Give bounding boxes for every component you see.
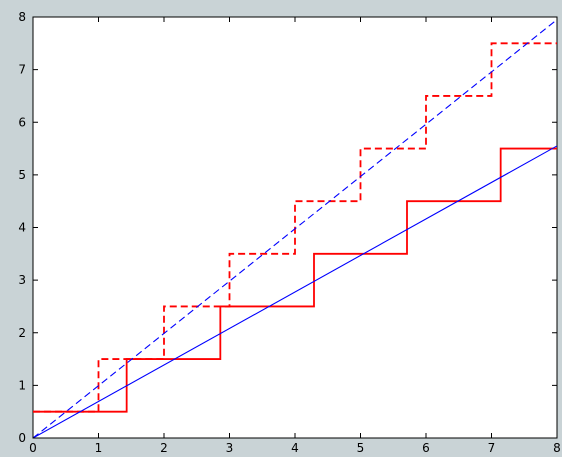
y-tick-label: 6 (18, 115, 26, 129)
series-blue-solid-line (33, 145, 557, 438)
x-tick-label: 6 (422, 441, 430, 455)
labels-layer: 0 1 2 3 4 5 6 7 8 0 1 2 3 4 5 6 7 8 (18, 10, 560, 455)
x-tick-label: 5 (357, 441, 365, 455)
y-tick-label: 4 (18, 221, 26, 235)
series-layer (33, 19, 557, 438)
series-blue-dashed-line (33, 19, 557, 438)
series-red-dashed-step (33, 42, 557, 413)
y-tick-label: 8 (18, 10, 26, 24)
x-tick-label: 4 (291, 441, 299, 455)
x-tick-label: 0 (29, 441, 37, 455)
y-tick-label: 5 (18, 168, 26, 182)
x-tick-label: 2 (160, 441, 168, 455)
series-red-solid-step (33, 147, 557, 413)
x-tick-label: 7 (488, 441, 496, 455)
ticks-layer (32, 16, 558, 439)
x-tick-label: 3 (226, 441, 234, 455)
y-tick-label: 2 (18, 326, 26, 340)
x-tick-label: 8 (553, 441, 561, 455)
x-tick-label: 1 (95, 441, 103, 455)
y-tick-label: 1 (18, 378, 26, 392)
y-tick-label: 3 (18, 273, 26, 287)
y-tick-label: 0 (18, 431, 26, 445)
y-tick-label: 7 (18, 63, 26, 77)
